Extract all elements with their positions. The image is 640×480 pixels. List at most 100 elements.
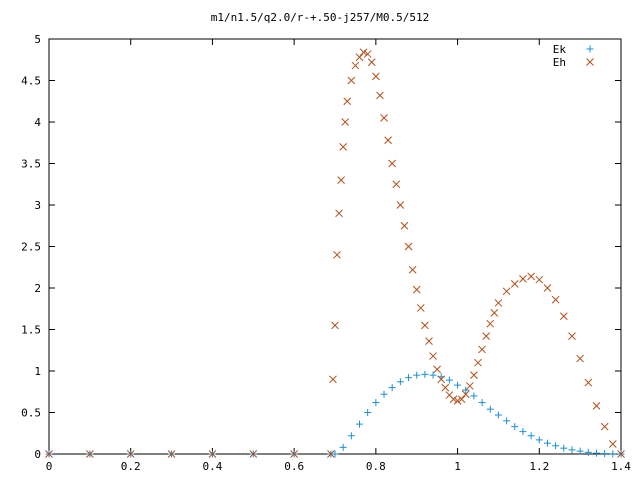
y-tick-label: 3 (34, 199, 41, 212)
data-point-eh (329, 375, 337, 384)
data-point-eh (576, 354, 584, 363)
data-point-eh (327, 450, 335, 458)
data-point-eh (380, 113, 388, 122)
y-tick-label: 4.5 (21, 75, 41, 88)
data-point-ek (413, 371, 421, 379)
data-point-ek (568, 446, 576, 454)
data-point-eh (249, 450, 258, 458)
data-point-eh (453, 397, 462, 405)
data-point-ek (519, 428, 527, 436)
data-point-eh (400, 221, 409, 230)
data-point-ek (372, 399, 380, 407)
legend-label-ek: Ek (553, 43, 567, 56)
data-point-ek (503, 417, 511, 425)
data-point-ek (478, 399, 486, 407)
data-point-eh (535, 275, 544, 284)
data-point-eh (372, 72, 380, 81)
y-tick-label: 5 (34, 33, 41, 46)
data-point-eh (592, 402, 601, 410)
data-point-eh (437, 375, 446, 384)
data-point-eh (208, 450, 217, 458)
data-point-eh (527, 272, 535, 281)
axis-tick-labels: 0 0.2 0.4 0.6 0.8 1 1.2 1.4 0 0.5 1 1.5 2 2.5 3 3.5 4 4.5… (21, 33, 631, 473)
x-tick-label: 0.6 (284, 460, 304, 473)
data-point-eh (608, 440, 617, 448)
data-point-eh (568, 332, 576, 340)
data-point-eh (408, 265, 417, 274)
data-point-eh (425, 337, 433, 345)
data-point-ek (396, 378, 404, 386)
data-point-ek (592, 449, 600, 457)
plot-frame (48, 38, 622, 455)
x-tick-label: 1.4 (611, 460, 631, 473)
data-point-eh (341, 118, 350, 126)
data-point-eh (333, 250, 341, 259)
data-point-eh (584, 378, 593, 387)
y-tick-label: 0 (34, 448, 41, 461)
y-tick-label: 1 (34, 365, 41, 378)
data-point-eh (86, 450, 94, 458)
data-point-eh (457, 395, 466, 404)
data-point-ek (405, 374, 413, 382)
data-point-ek (454, 381, 462, 389)
data-point-ek (445, 376, 453, 384)
data-point-eh (416, 304, 425, 312)
data-point-eh (551, 295, 560, 304)
data-point-ek (609, 450, 617, 458)
data-point-ek (347, 432, 355, 440)
data-point-eh (490, 309, 499, 317)
data-point-eh (404, 242, 413, 251)
data-point-ek (470, 392, 478, 400)
x-tick-label: 0.2 (121, 460, 141, 473)
data-point-eh (433, 365, 441, 374)
x-tick-label: 0.8 (366, 460, 386, 473)
y-tick-label: 0.5 (21, 407, 41, 420)
data-point-eh (331, 321, 339, 330)
x-tick-label: 1 (454, 460, 461, 473)
data-point-ek (339, 443, 347, 451)
data-point-eh (412, 285, 421, 294)
data-point-ek (601, 450, 609, 458)
data-point-eh (335, 209, 343, 218)
data-point-eh (519, 275, 527, 283)
y-tick-label: 2.5 (21, 241, 41, 254)
data-point-ek (584, 448, 592, 456)
series-ek (45, 370, 625, 458)
data-point-eh (461, 390, 470, 399)
data-point-ek (535, 436, 543, 444)
y-tick-label: 1.5 (21, 324, 41, 337)
data-point-eh (167, 450, 176, 458)
data-point-eh (600, 422, 609, 431)
data-point-eh (363, 50, 372, 58)
x-tick-label: 0.4 (202, 460, 222, 473)
data-point-ek (462, 386, 470, 394)
data-point-eh (355, 53, 364, 62)
legend-marker-eh (586, 58, 594, 66)
data-point-ek (421, 370, 429, 378)
series-eh (45, 48, 625, 458)
data-point-eh (510, 279, 519, 288)
data-point-ek (543, 439, 551, 447)
data-point-eh (543, 284, 552, 292)
data-point-ek (486, 405, 494, 413)
x-tick-label: 1.2 (529, 460, 549, 473)
data-point-eh (367, 58, 376, 67)
data-point-eh (359, 48, 368, 57)
data-point-ek (380, 390, 388, 398)
data-point-eh (559, 312, 568, 321)
data-point-eh (392, 180, 401, 189)
data-series (45, 48, 625, 458)
data-point-eh (388, 159, 397, 168)
data-point-eh (429, 352, 437, 360)
data-point-eh (470, 371, 478, 380)
legend-label-eh: Eh (553, 56, 566, 69)
data-point-ek (494, 411, 502, 419)
data-point-eh (126, 450, 135, 458)
data-point-eh (337, 176, 345, 184)
data-point-eh (465, 382, 474, 390)
data-point-eh (351, 61, 360, 70)
data-point-eh (421, 321, 429, 330)
data-point-eh (474, 358, 482, 367)
data-point-eh (482, 332, 491, 340)
